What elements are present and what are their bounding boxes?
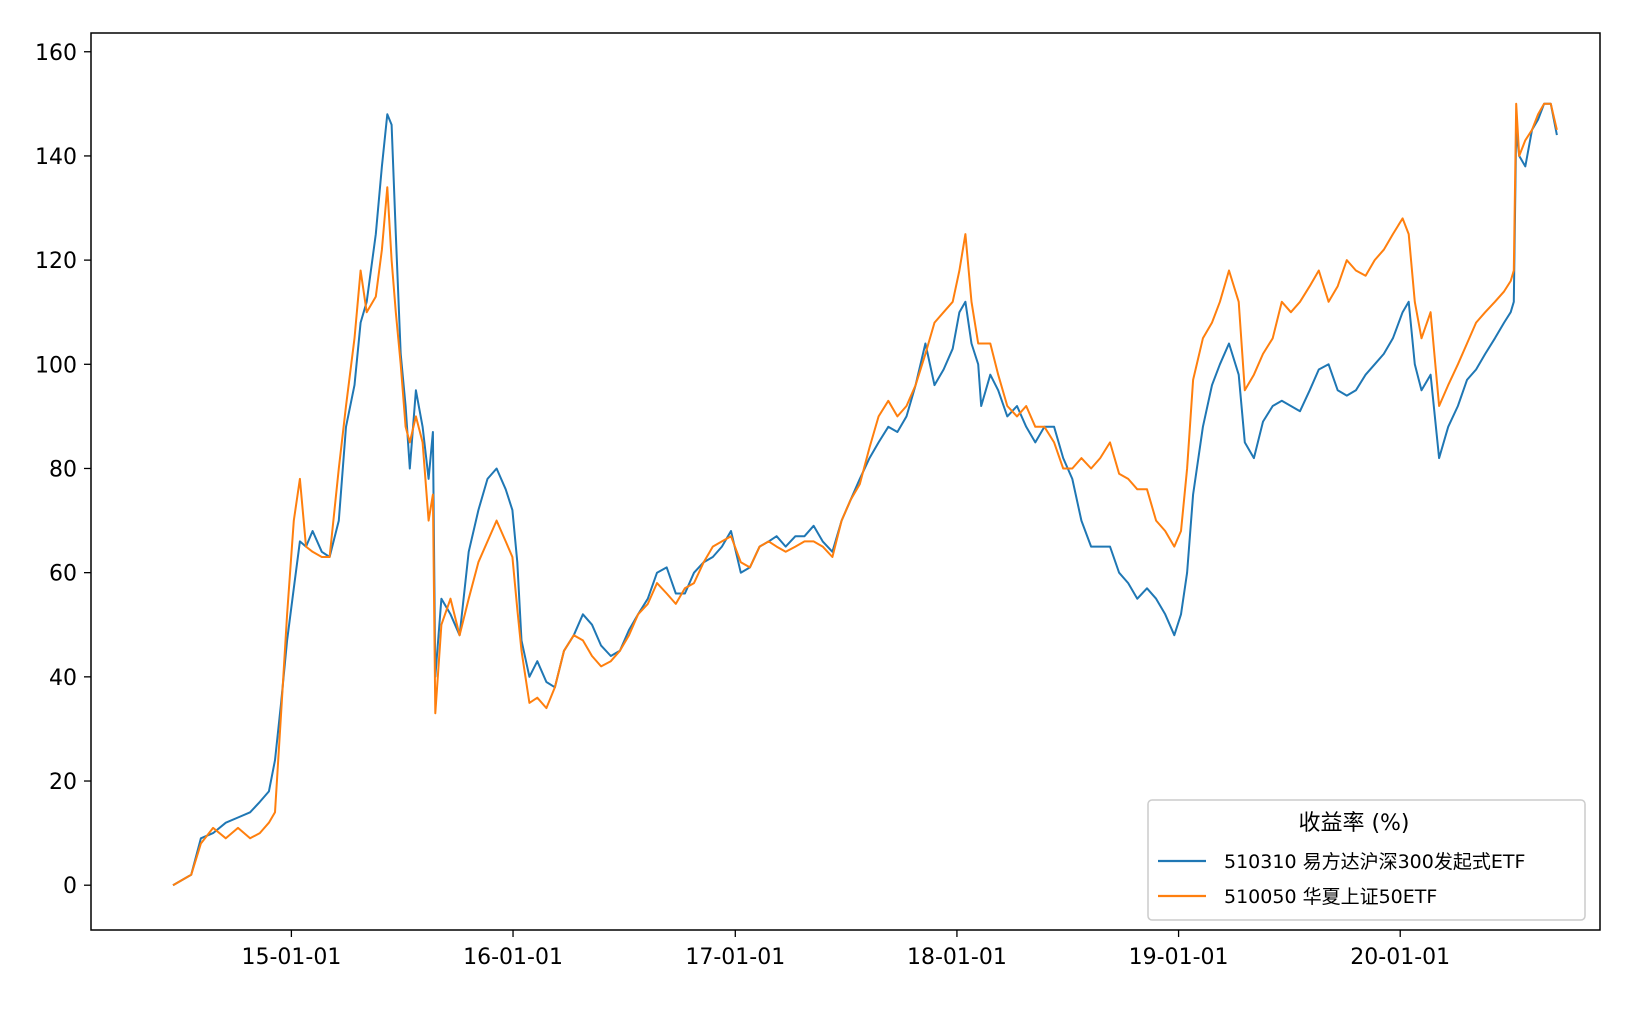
y-tick-label: 60 xyxy=(49,562,77,587)
y-tick-label: 140 xyxy=(35,145,77,170)
y-tick-label: 160 xyxy=(35,41,77,66)
legend-title: 收益率 (%) xyxy=(1298,811,1409,836)
y-axis: 0 20 40 60 80 100 120 140 160 xyxy=(35,41,91,899)
y-tick-label: 0 xyxy=(63,874,77,899)
x-axis: 15-01-01 16-01-01 17-01-01 18-01-01 19-01-01… xyxy=(241,930,1450,970)
series-line-2 xyxy=(172,102,1558,887)
y-tick-label: 120 xyxy=(35,249,77,274)
legend-label-series-1: 510310 易方达沪深300发起式ETF xyxy=(1224,851,1525,873)
x-tick-label: 16-01-01 xyxy=(463,945,563,970)
series-line-1 xyxy=(172,102,1558,887)
x-tick-label: 20-01-01 xyxy=(1350,945,1450,970)
plot-frame xyxy=(90,32,1601,931)
y-tick-label: 20 xyxy=(49,770,77,795)
series-lines xyxy=(172,102,1558,887)
y-tick-label: 100 xyxy=(35,353,77,378)
y-tick-label: 80 xyxy=(49,457,77,482)
legend-label-series-2: 510050 华夏上证50ETF xyxy=(1224,886,1437,908)
y-tick-label: 40 xyxy=(49,666,77,691)
x-tick-label: 19-01-01 xyxy=(1129,945,1229,970)
x-tick-label: 18-01-01 xyxy=(907,945,1007,970)
legend: 收益率 (%) 510310 易方达沪深300发起式ETF 510050 华夏上… xyxy=(1147,799,1586,921)
plot-area xyxy=(90,32,1601,931)
x-tick-label: 15-01-01 xyxy=(241,945,341,970)
x-tick-label: 17-01-01 xyxy=(685,945,785,970)
legend-box xyxy=(1147,799,1586,921)
